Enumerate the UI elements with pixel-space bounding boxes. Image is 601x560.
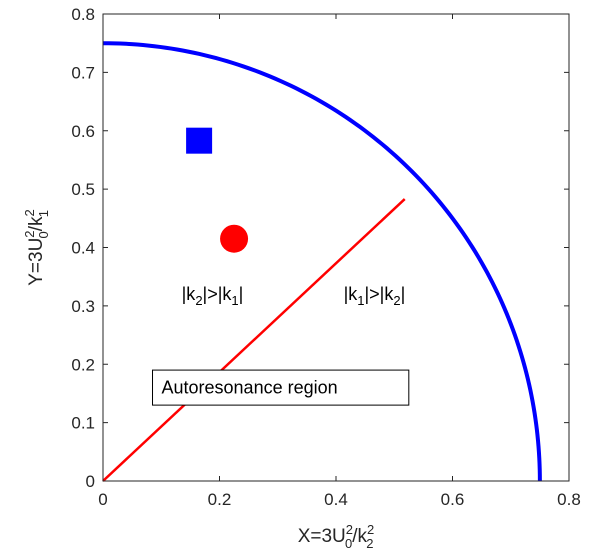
x-tick-label: 0.8 [557, 490, 581, 509]
y-tick-label: 0 [86, 472, 95, 491]
y-tick-label: 0.3 [71, 297, 95, 316]
y-axis-label-group: Y=3U20/k21 [22, 209, 51, 286]
annotation-k1-gt-k2: |k1|>|k2| [344, 284, 406, 308]
x-tick-label: 0.4 [324, 490, 348, 509]
x-tick-label: 0.6 [441, 490, 465, 509]
autoresonance-label: Autoresonance region [162, 378, 338, 398]
x-axis-label: X=3U2 0/k2 2 [298, 522, 375, 551]
y-axis-label: Y=3U20/k21 [22, 209, 51, 286]
circle-marker [220, 224, 249, 253]
y-tick-label: 0.5 [71, 180, 95, 199]
y-tick-label: 0.4 [71, 239, 95, 258]
axes-box [102, 13, 570, 482]
ticks-layer: 0 0.2 0.4 0.6 0.8 0 0.1 0.2 0.3 0.4 0.5 0.6 0.7 0.8 [71, 5, 580, 509]
y-tick-label: 0.6 [71, 122, 95, 141]
y-tick-label: 0.1 [71, 414, 95, 433]
square-marker [186, 127, 213, 154]
boundary-curve [102, 41, 542, 482]
annotation-layer: |k2|>|k1| |k1|>|k2| Autoresonance region [152, 284, 410, 406]
y-tick-label: 0.8 [71, 5, 95, 24]
plot-layer [102, 41, 542, 482]
x-tick-label: 0 [98, 490, 107, 509]
autoresonance-box [152, 369, 410, 406]
x-tick-label: 0.2 [208, 490, 232, 509]
y-tick-label: 0.7 [71, 63, 95, 82]
y-tick-label: 0.2 [71, 355, 95, 374]
annotation-k2-gt-k1: |k2|>|k1| [182, 284, 244, 308]
divider-line [102, 198, 406, 482]
